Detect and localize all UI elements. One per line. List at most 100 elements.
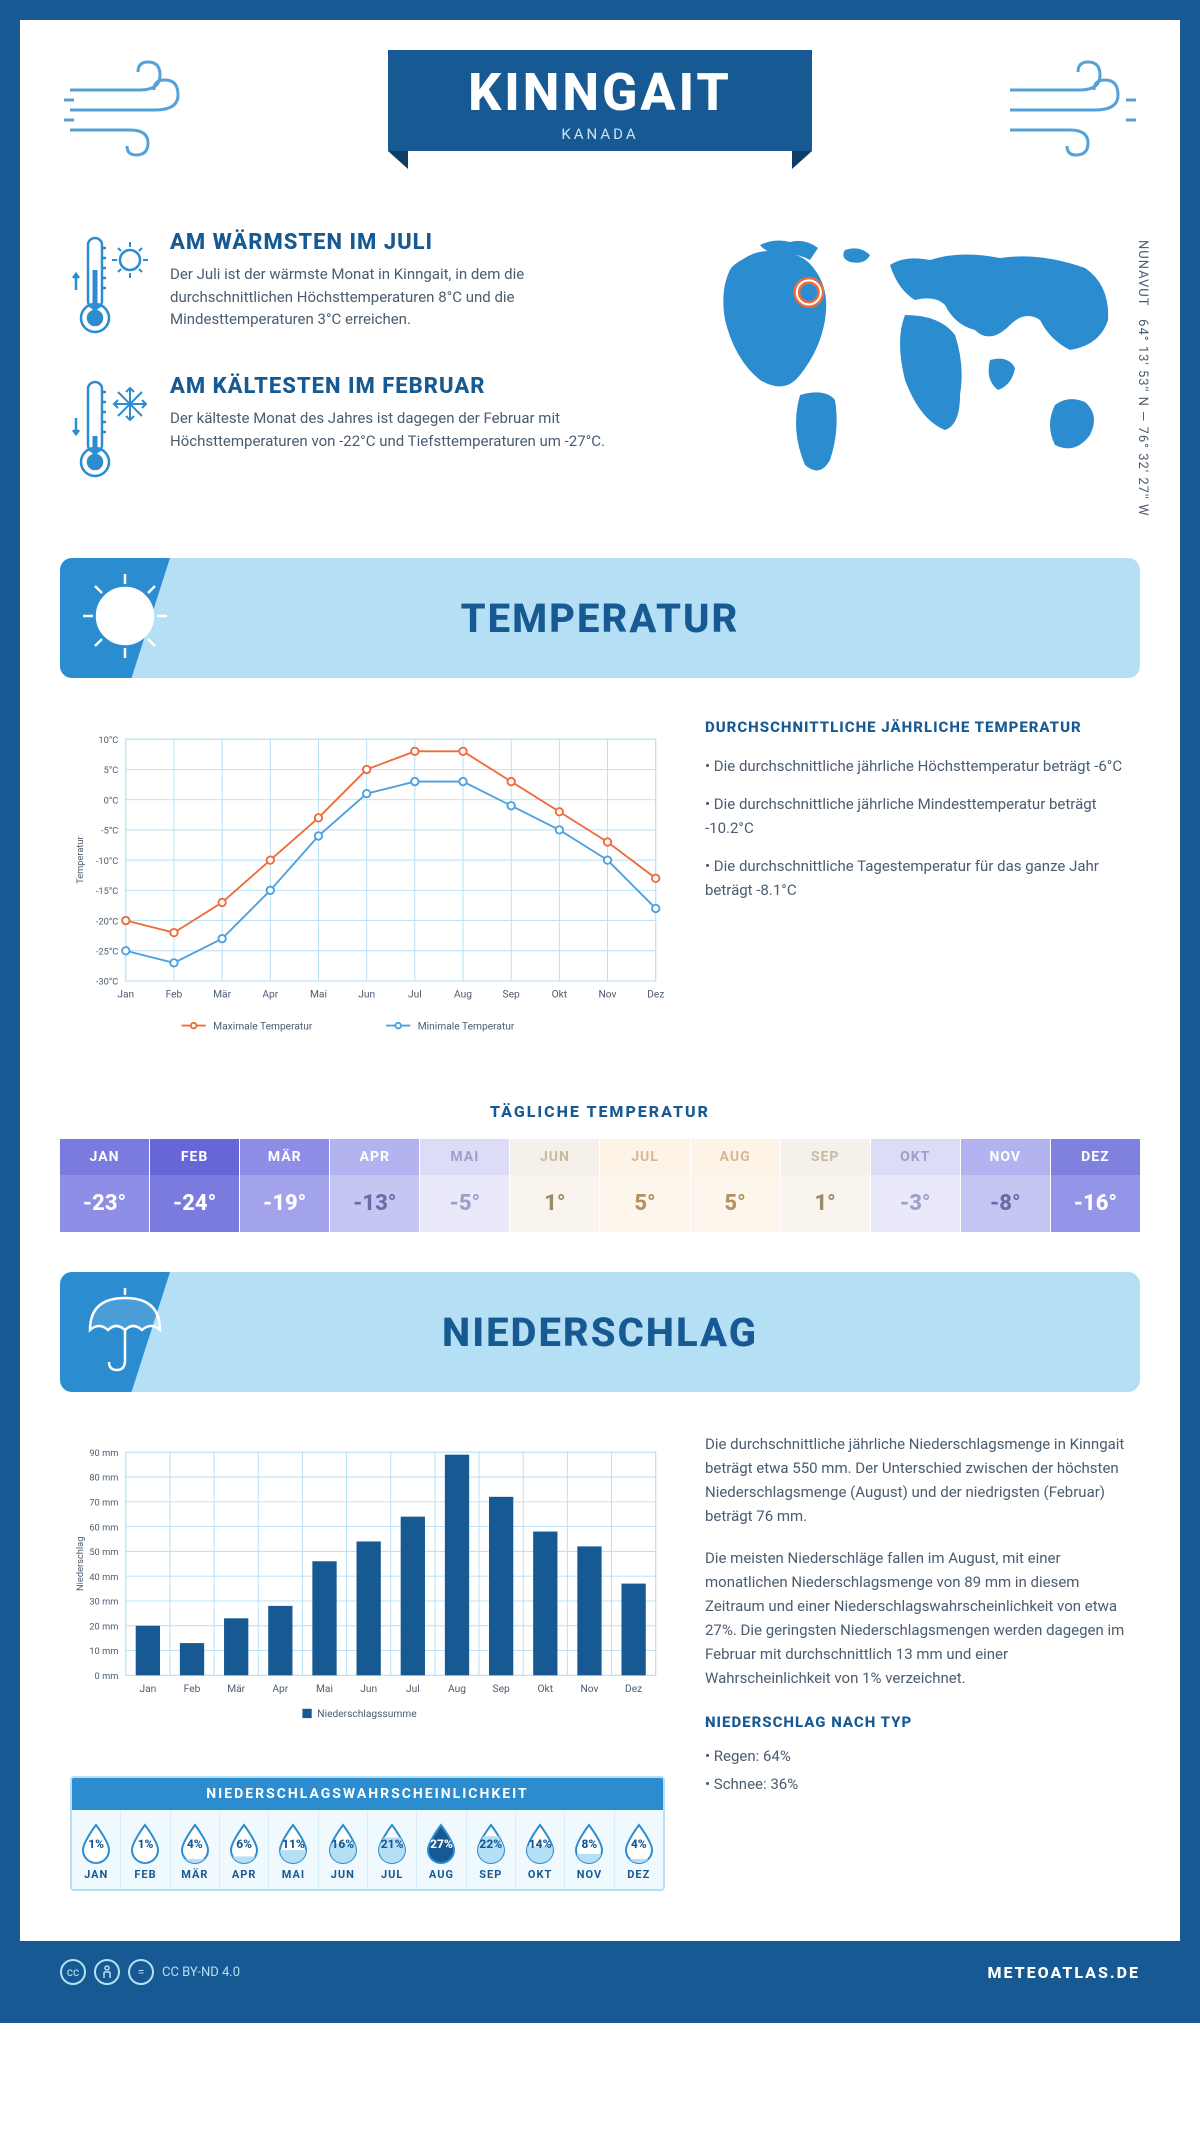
svg-text:Jul: Jul [406, 1684, 420, 1695]
thermometer-snow-icon [70, 374, 150, 488]
svg-text:Apr: Apr [262, 990, 278, 1001]
fact-item: • Die durchschnittliche jährliche Höchst… [705, 754, 1130, 778]
license-text: CC BY-ND 4.0 [162, 1965, 240, 1980]
daily-cell: AUG5° [691, 1139, 781, 1232]
daily-cell: DEZ-16° [1051, 1139, 1140, 1232]
svg-text:5°C: 5°C [104, 765, 119, 776]
svg-text:Jul: Jul [408, 990, 422, 1001]
daily-cell: OKT-3° [871, 1139, 961, 1232]
coordinates: NUNAVUT 64° 13' 53'' N — 76° 32' 27'' W [1135, 240, 1150, 517]
svg-text:Niederschlag: Niederschlag [75, 1537, 86, 1591]
intro-section: AM WÄRMSTEN IM JULI Der Juli ist der wär… [20, 220, 1180, 548]
svg-text:30 mm: 30 mm [89, 1597, 118, 1608]
probability-cell: 1%FEB [121, 1810, 170, 1889]
svg-text:Feb: Feb [166, 990, 183, 1001]
svg-text:Aug: Aug [448, 1684, 466, 1695]
cc-icon: cc [60, 1959, 86, 1985]
svg-text:Okt: Okt [552, 990, 568, 1001]
umbrella-icon [75, 1280, 175, 1384]
svg-text:Dez: Dez [647, 990, 664, 1001]
daily-cell: JAN-23° [60, 1139, 150, 1232]
daily-cell: FEB-24° [150, 1139, 240, 1232]
daily-cell: APR-13° [330, 1139, 420, 1232]
page-title: KINNGAIT [468, 62, 732, 123]
svg-text:10 mm: 10 mm [89, 1646, 118, 1657]
precip-text-2: Die meisten Niederschläge fallen im Augu… [705, 1546, 1130, 1690]
fact-item: • Die durchschnittliche Tagestemperatur … [705, 854, 1130, 902]
section-title: TEMPERATUR [461, 595, 740, 642]
probability-cell: 21%JUL [368, 1810, 417, 1889]
by-type-item: • Regen: 64% [705, 1744, 1130, 1768]
svg-text:Mär: Mär [227, 1684, 245, 1695]
svg-text:Okt: Okt [538, 1684, 554, 1695]
warmest-text: Der Juli ist der wärmste Monat in Kinnga… [170, 263, 650, 331]
svg-text:10°C: 10°C [98, 735, 118, 746]
svg-text:Sep: Sep [503, 990, 520, 1001]
world-map: NUNAVUT 64° 13' 53'' N — 76° 32' 27'' W [690, 230, 1130, 518]
svg-text:-30°C: -30°C [96, 977, 119, 988]
svg-text:40 mm: 40 mm [89, 1572, 118, 1583]
temperature-section: TEMPERATUR -30°C-25°C-20°C-15°C-10°C-5°C… [60, 558, 1140, 1232]
daily-cell: NOV-8° [961, 1139, 1051, 1232]
probability-cell: 4%MÄR [171, 1810, 220, 1889]
license: cc = CC BY-ND 4.0 [60, 1959, 240, 1985]
svg-text:Maximale Temperatur: Maximale Temperatur [213, 1021, 313, 1032]
daily-table: JAN-23°FEB-24°MÄR-19°APR-13°MAI-5°JUN1°J… [60, 1139, 1140, 1232]
daily-cell: MÄR-19° [240, 1139, 330, 1232]
probability-cell: 22%SEP [467, 1810, 516, 1889]
header: KINNGAIT KANADA [20, 20, 1180, 220]
probability-box: NIEDERSCHLAGSWAHRSCHEINLICHKEIT 1%JAN 1%… [70, 1776, 665, 1891]
svg-text:Mär: Mär [213, 990, 231, 1001]
thermometer-sun-icon [70, 230, 150, 344]
site-name: METEOATLAS.DE [987, 1963, 1140, 1982]
probability-cell: 1%JAN [72, 1810, 121, 1889]
probability-cell: 27%AUG [417, 1810, 466, 1889]
probability-cell: 4%DEZ [615, 1810, 663, 1889]
section-title: NIEDERSCHLAG [442, 1309, 758, 1356]
svg-text:80 mm: 80 mm [89, 1473, 118, 1484]
svg-text:0°C: 0°C [104, 795, 119, 806]
svg-text:Jun: Jun [358, 990, 375, 1001]
coldest-block: AM KÄLTESTEN IM FEBRUAR Der kälteste Mon… [70, 374, 650, 488]
by-type-title: NIEDERSCHLAG NACH TYP [705, 1710, 1130, 1734]
title-banner: KINNGAIT KANADA [388, 50, 812, 151]
svg-text:0 mm: 0 mm [95, 1671, 119, 1682]
daily-cell: SEP1° [781, 1139, 871, 1232]
svg-text:Mai: Mai [310, 990, 327, 1001]
by-type-item: • Schnee: 36% [705, 1772, 1130, 1796]
svg-text:20 mm: 20 mm [89, 1621, 118, 1632]
section-header: TEMPERATUR [60, 558, 1140, 678]
fact-item: • Die durchschnittliche jährliche Mindes… [705, 792, 1130, 840]
probability-cell: 11%MAI [269, 1810, 318, 1889]
svg-text:90 mm: 90 mm [89, 1448, 118, 1459]
svg-text:60 mm: 60 mm [89, 1522, 118, 1533]
precipitation-section: NIEDERSCHLAG 0 mm 10 mm 20 mm 30 mm 40 mm 50 … [60, 1272, 1140, 1901]
svg-text:50 mm: 50 mm [89, 1547, 118, 1558]
daily-cell: MAI-5° [420, 1139, 510, 1232]
probability-cell: 6%APR [220, 1810, 269, 1889]
svg-text:Nov: Nov [599, 990, 617, 1001]
by-icon [94, 1959, 120, 1985]
probability-cell: 16%JUN [319, 1810, 368, 1889]
nd-icon: = [128, 1959, 154, 1985]
svg-text:-20°C: -20°C [96, 916, 119, 927]
svg-text:Sep: Sep [493, 1684, 510, 1695]
coldest-title: AM KÄLTESTEN IM FEBRUAR [170, 374, 650, 399]
precip-text-1: Die durchschnittliche jährliche Niedersc… [705, 1432, 1130, 1528]
coldest-text: Der kälteste Monat des Jahres ist dagege… [170, 407, 650, 452]
daily-title: TÄGLICHE TEMPERATUR [60, 1102, 1140, 1121]
daily-cell: JUN1° [510, 1139, 600, 1232]
svg-text:Temperatur: Temperatur [75, 835, 86, 883]
footer: cc = CC BY-ND 4.0 METEOATLAS.DE [20, 1941, 1180, 2003]
svg-text:-10°C: -10°C [96, 856, 119, 867]
facts-title: DURCHSCHNITTLICHE JÄHRLICHE TEMPERATUR [705, 718, 1130, 736]
svg-text:Aug: Aug [454, 990, 472, 1001]
svg-text:Jun: Jun [360, 1684, 377, 1695]
section-header: NIEDERSCHLAG [60, 1272, 1140, 1392]
probability-cell: 14%OKT [516, 1810, 565, 1889]
probability-cell: 8%NOV [565, 1810, 614, 1889]
daily-cell: JUL5° [600, 1139, 690, 1232]
svg-text:Niederschlagssumme: Niederschlagssumme [317, 1709, 417, 1720]
warmest-title: AM WÄRMSTEN IM JULI [170, 230, 650, 255]
svg-text:Nov: Nov [580, 1684, 598, 1695]
